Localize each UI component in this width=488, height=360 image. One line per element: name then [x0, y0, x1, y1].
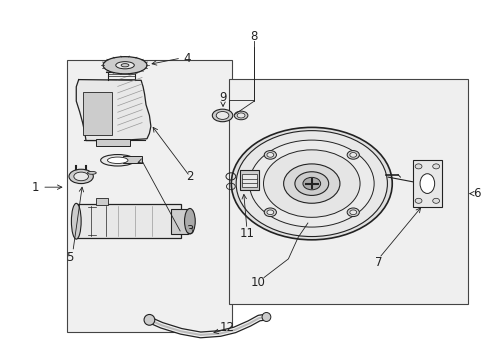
Ellipse shape — [349, 153, 356, 157]
Bar — [239, 170, 259, 190]
Circle shape — [432, 198, 439, 203]
Bar — [96, 139, 130, 146]
Ellipse shape — [419, 174, 434, 193]
Ellipse shape — [346, 208, 359, 217]
Ellipse shape — [116, 62, 134, 69]
Ellipse shape — [236, 131, 386, 237]
Bar — [242, 178, 256, 183]
Bar — [412, 160, 441, 207]
Ellipse shape — [249, 140, 373, 227]
Text: 6: 6 — [472, 187, 479, 200]
Ellipse shape — [74, 172, 88, 181]
Bar — [82, 92, 112, 135]
Text: 1: 1 — [32, 181, 40, 194]
Ellipse shape — [263, 150, 359, 217]
Ellipse shape — [103, 57, 147, 74]
Ellipse shape — [303, 177, 320, 190]
Ellipse shape — [212, 109, 232, 122]
Ellipse shape — [237, 113, 244, 118]
Ellipse shape — [266, 153, 273, 157]
Ellipse shape — [71, 203, 81, 239]
Text: 5: 5 — [66, 251, 74, 264]
Ellipse shape — [264, 150, 276, 159]
Text: 12: 12 — [220, 320, 234, 333]
Bar — [122, 156, 142, 163]
Ellipse shape — [216, 112, 228, 120]
Text: 2: 2 — [186, 170, 193, 183]
Text: 11: 11 — [239, 227, 254, 240]
Ellipse shape — [69, 169, 93, 184]
Text: 9: 9 — [219, 91, 226, 104]
Ellipse shape — [294, 172, 328, 195]
Ellipse shape — [346, 150, 359, 159]
Ellipse shape — [87, 171, 96, 174]
Bar — [242, 182, 256, 187]
Ellipse shape — [144, 315, 155, 325]
Ellipse shape — [266, 210, 273, 215]
Ellipse shape — [184, 208, 195, 234]
Circle shape — [432, 164, 439, 169]
Polygon shape — [76, 80, 151, 140]
Text: 8: 8 — [250, 30, 257, 43]
Bar — [96, 198, 108, 205]
Text: 3: 3 — [186, 224, 193, 238]
Text: 4: 4 — [183, 51, 190, 64]
Ellipse shape — [349, 210, 356, 215]
Circle shape — [414, 198, 421, 203]
Ellipse shape — [234, 111, 247, 120]
Bar — [228, 78, 467, 304]
Bar — [66, 60, 232, 332]
Ellipse shape — [231, 127, 391, 240]
Ellipse shape — [283, 164, 339, 203]
Bar — [76, 204, 181, 238]
Bar — [171, 208, 188, 234]
Ellipse shape — [101, 154, 135, 166]
Bar — [242, 174, 256, 179]
Text: 10: 10 — [250, 276, 265, 289]
Text: 7: 7 — [374, 256, 382, 269]
Ellipse shape — [107, 157, 128, 163]
Ellipse shape — [121, 64, 129, 67]
Circle shape — [414, 164, 421, 169]
Ellipse shape — [264, 208, 276, 217]
Ellipse shape — [262, 312, 270, 321]
